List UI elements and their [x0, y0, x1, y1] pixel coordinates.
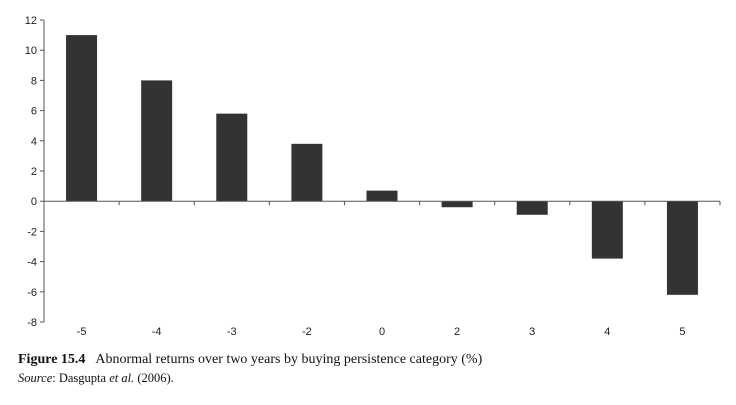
y-tick-label: 4: [31, 136, 37, 148]
y-tick-label: 2: [31, 166, 37, 178]
caption-title-line: Figure 15.4 Abnormal returns over two yea…: [18, 350, 718, 370]
bar-chart: 12 10 8 6 4 2 0 -2 -4 -6 -8 -5 -4 -3 -2 0 2 3 4 5: [25, 15, 721, 338]
bar-5: [666, 201, 698, 295]
bar-0: [366, 190, 398, 202]
caption-source-line: Source: Dasgupta et al. (2006).: [18, 370, 718, 386]
caption-text: Abnormal returns over two years by buyin…: [95, 352, 483, 367]
x-category-label: -4: [152, 326, 162, 338]
bar-3: [516, 201, 548, 215]
figure-label: Figure 15.4: [18, 352, 86, 367]
y-tick-label: -6: [27, 287, 37, 299]
chart-area: 12 10 8 6 4 2 0 -2 -4 -6 -8 -5 -4 -3 -2 0 2 3 4 5: [25, 15, 721, 338]
bar--4: [141, 80, 173, 202]
y-tick-label: -4: [27, 257, 37, 269]
bar-4: [591, 201, 623, 259]
y-tick-label: -8: [27, 317, 37, 329]
x-category-label: 2: [454, 326, 460, 338]
y-tick-label: 10: [25, 45, 37, 57]
source-label: Source: [18, 371, 53, 385]
x-category-label: 4: [604, 326, 610, 338]
bar-2: [441, 201, 473, 208]
bar--3: [216, 113, 248, 202]
x-category-label: -2: [302, 326, 312, 338]
figure-caption: Figure 15.4 Abnormal returns over two yea…: [18, 350, 718, 386]
y-tick-label: 12: [25, 15, 37, 27]
y-tick-label: 6: [31, 106, 37, 118]
x-category-label: 3: [529, 326, 535, 338]
x-category-label: 5: [679, 326, 685, 338]
x-category-label: -3: [227, 326, 237, 338]
bar--5: [66, 35, 98, 202]
y-tick-label: 8: [31, 75, 37, 87]
x-category-label: -5: [77, 326, 87, 338]
bar--2: [291, 143, 323, 202]
y-tick-label: 0: [31, 196, 37, 208]
x-category-label: 0: [379, 326, 385, 338]
source-text-post: (2006).: [134, 371, 174, 385]
source-text-pre: : Dasgupta: [52, 371, 110, 385]
source-text-italic: et al.: [109, 371, 135, 385]
y-tick-label: -2: [27, 226, 37, 238]
